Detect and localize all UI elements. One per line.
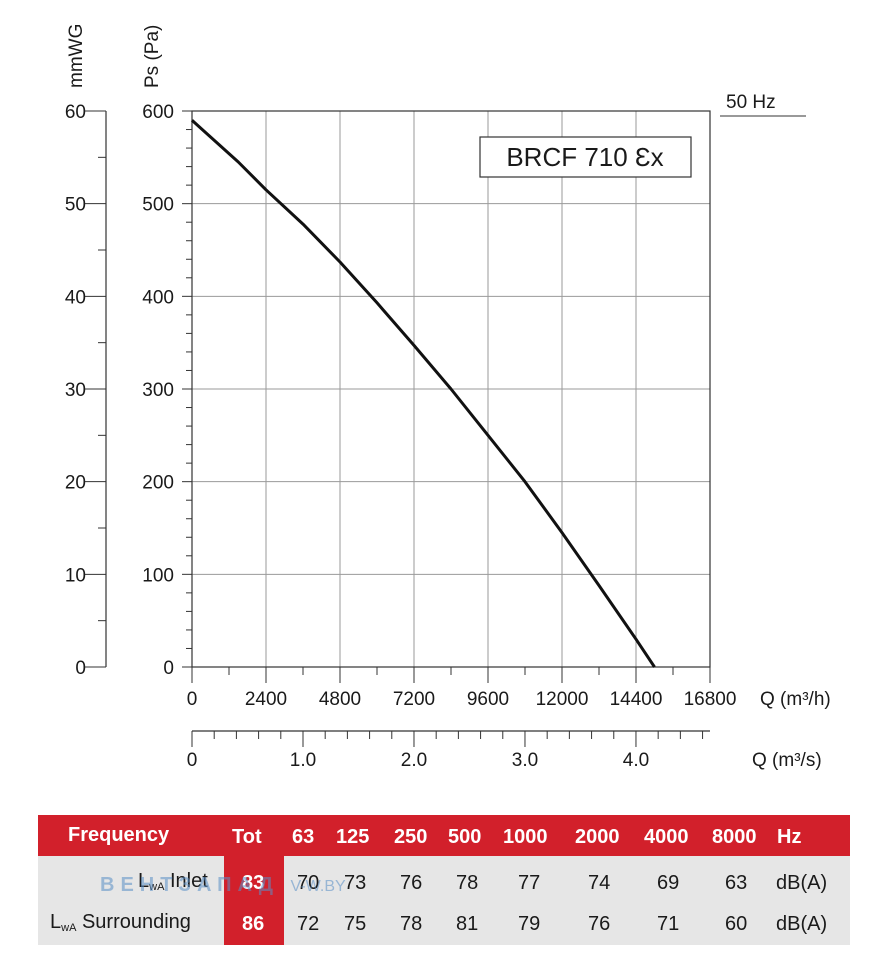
m3s-tick-label: 0	[187, 750, 198, 771]
inlet-value-63: 70	[297, 872, 320, 894]
mmwg-tick-label: 0	[75, 658, 86, 679]
fan-performance-chart: 0 100 200 300 400 500 600 0 10 20 30 40 50 60 mmWG Ps (…	[65, 24, 831, 771]
pa-tick-label: 600	[142, 102, 174, 123]
mmwg-tick-label: 60	[65, 102, 86, 123]
surrounding-value-125: 75	[344, 913, 367, 935]
surrounding-value-4000: 71	[657, 913, 680, 935]
frequency-label: 50 Hz	[726, 92, 776, 113]
m3s-tick-label: 2.0	[401, 750, 427, 771]
m3h-tick-label: 4800	[319, 689, 361, 710]
m3s-axis-title: Q (m³/s)	[752, 750, 822, 771]
inlet-value-250: 76	[400, 872, 423, 894]
mmwg-axis-title: mmWG	[66, 24, 87, 88]
surrounding-value-500: 81	[456, 913, 479, 935]
band-header-4000: 4000	[644, 826, 689, 848]
surrounding-value-63: 72	[297, 913, 320, 935]
band-header-125: 125	[336, 826, 370, 848]
mmwg-tick-label: 20	[65, 473, 86, 494]
mmwg-tick-label: 50	[65, 195, 86, 216]
inlet-value-8000: 63	[725, 872, 748, 894]
sound-power-table: Frequency Tot 63 125 250 500 1000 2000 4…	[38, 815, 850, 945]
mmwg-tick-label: 30	[65, 380, 86, 401]
pa-tick-label: 100	[142, 565, 174, 586]
pa-tick-label: 400	[142, 287, 174, 308]
row-label-inlet: LwA Inlet	[138, 870, 208, 893]
pa-tick-label: 0	[163, 658, 174, 679]
m3h-tick-label: 0	[187, 689, 198, 710]
inlet-unit: dB(A)	[776, 872, 828, 894]
pa-tick-label: 200	[142, 473, 174, 494]
m3h-tick-label: 12000	[536, 689, 589, 710]
m3s-tick-label: 3.0	[512, 750, 538, 771]
frequency-header: Frequency	[68, 824, 170, 846]
inlet-value-500: 78	[456, 872, 479, 894]
inlet-value-1000: 77	[518, 872, 541, 894]
pa-tick-label: 500	[142, 195, 174, 216]
inlet-value-125: 73	[344, 872, 367, 894]
surrounding-unit: dB(A)	[776, 913, 828, 935]
surrounding-value-2000: 76	[588, 913, 611, 935]
surrounding-value-8000: 60	[725, 913, 748, 935]
inlet-value-4000: 69	[657, 872, 680, 894]
m3h-tick-label: 16800	[684, 689, 737, 710]
m3h-tick-label: 14400	[610, 689, 663, 710]
model-label-box	[479, 136, 692, 178]
mmwg-tick-label: 10	[65, 565, 86, 586]
band-header-8000: 8000	[712, 826, 757, 848]
m3h-tick-label: 9600	[467, 689, 509, 710]
band-header-1000: 1000	[503, 826, 548, 848]
band-header-2000: 2000	[575, 826, 620, 848]
band-header-250: 250	[394, 826, 428, 848]
table-header-band	[38, 815, 850, 856]
table-body-band	[38, 856, 850, 945]
row-label-surrounding: LwA Surrounding	[50, 911, 191, 934]
tot-value-surrounding: 86	[242, 913, 265, 935]
hz-unit-header: Hz	[777, 826, 802, 848]
pa-tick-label: 300	[142, 380, 174, 401]
surrounding-value-250: 78	[400, 913, 423, 935]
m3h-tick-label: 7200	[393, 689, 435, 710]
surrounding-value-1000: 79	[518, 913, 541, 935]
m3h-axis-title: Q (m³/h)	[760, 689, 831, 710]
m3s-tick-label: 4.0	[623, 750, 649, 771]
pa-axis-title: Ps (Pa)	[142, 25, 163, 88]
mmwg-tick-label: 40	[65, 287, 86, 308]
m3h-tick-label: 2400	[245, 689, 287, 710]
performance-curve	[190, 119, 656, 668]
tot-value-inlet: 83	[242, 872, 265, 894]
tot-column-band	[224, 815, 284, 945]
m3s-tick-label: 1.0	[290, 750, 316, 771]
band-header-63: 63	[292, 826, 315, 848]
tot-header: Tot	[232, 826, 262, 848]
band-header-500: 500	[448, 826, 482, 848]
model-label: BRCF 710 Ɛx	[506, 142, 663, 172]
inlet-value-2000: 74	[588, 872, 611, 894]
